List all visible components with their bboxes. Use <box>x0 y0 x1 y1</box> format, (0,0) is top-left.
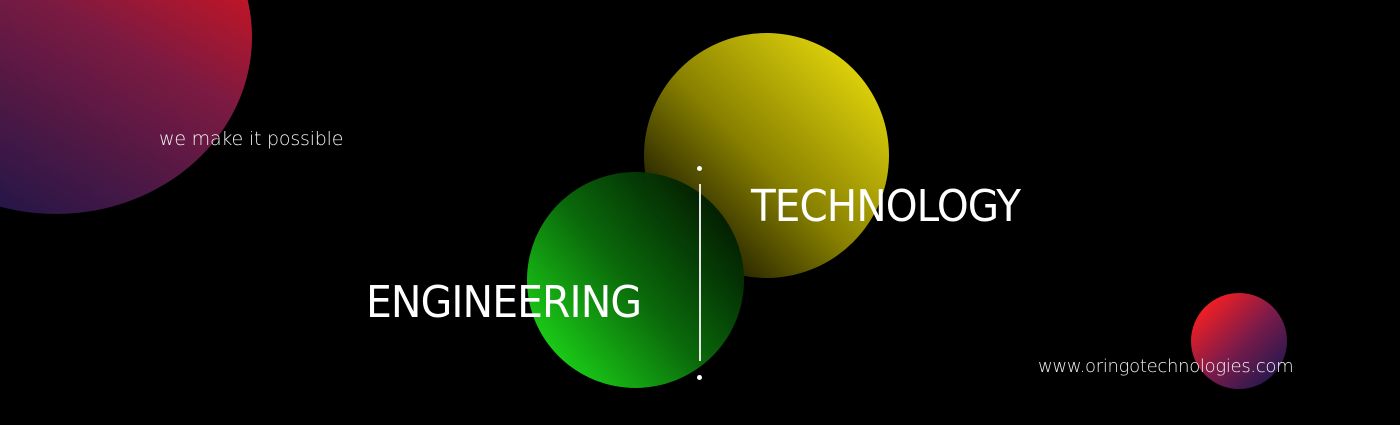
red-gradient-orb-small <box>1191 293 1287 389</box>
divider-dot-top <box>697 166 702 171</box>
red-gradient-orb-large <box>0 0 252 214</box>
engineering-heading: ENGINEERING <box>366 277 642 328</box>
green-gradient-orb <box>527 172 744 388</box>
tagline: we make it possible <box>159 128 344 150</box>
vertical-divider <box>699 184 701 361</box>
website-url: www.oringotechnologies.com <box>1038 356 1294 377</box>
divider-dot-bottom <box>697 375 702 380</box>
technology-heading: TECHNOLOGY <box>751 181 1021 232</box>
